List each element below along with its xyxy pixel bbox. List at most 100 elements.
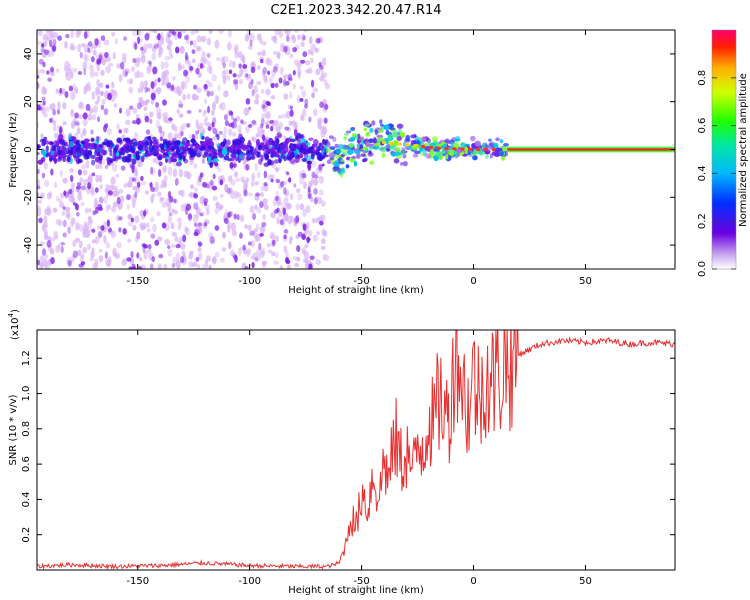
- spectrogram-noise-mark: [243, 189, 248, 197]
- spectrogram-noise-mark: [195, 207, 201, 215]
- spectrogram-noise-mark: [209, 179, 214, 186]
- spectrogram-noise-mark: [167, 166, 173, 176]
- spectrogram-noise-mark: [319, 101, 325, 108]
- spectrogram-noise-mark: [274, 63, 279, 71]
- spectrogram-noise-mark: [37, 199, 43, 204]
- spectrogram-band-mark: [221, 148, 228, 156]
- spectrogram-noise-mark: [284, 190, 289, 197]
- spectrogram-noise-mark: [90, 186, 95, 195]
- spectrogram-noise-mark: [232, 117, 237, 123]
- spectrogram-noise-mark: [286, 30, 291, 36]
- spectrogram-noise-mark: [205, 122, 212, 127]
- spectrogram-noise-mark: [168, 117, 173, 121]
- spectrogram-band-mark: [323, 151, 327, 156]
- spectrogram-noise-mark: [257, 126, 261, 134]
- spectrogram-noise-mark: [177, 89, 182, 97]
- spectrogram-noise-mark: [303, 251, 310, 260]
- spectrogram-noise-mark: [101, 98, 106, 105]
- spectrogram-noise-mark: [78, 101, 84, 110]
- spectrogram-noise-mark: [300, 59, 306, 64]
- spectrogram-noise-mark: [297, 67, 302, 77]
- spectrogram-noise-mark: [53, 182, 58, 189]
- spectrogram-signal-mark: [425, 153, 432, 159]
- spectrogram-band-mark: [176, 161, 182, 167]
- spectrogram-signal-mark: [377, 137, 384, 141]
- spectrogram-noise-mark: [197, 252, 203, 260]
- spectrogram-noise-mark: [313, 197, 318, 205]
- spectrogram-band-mark: [190, 138, 196, 144]
- spectrogram-noise-mark: [223, 217, 229, 224]
- spectrogram-noise-mark: [150, 81, 155, 90]
- spectrogram-noise-mark: [107, 184, 113, 190]
- spectrogram-noise-mark: [171, 243, 176, 249]
- snr-y-tick-label: 0.2: [21, 527, 32, 543]
- spectrogram-band-mark: [84, 149, 91, 156]
- spectrogram-x-label: Height of straight line (km): [288, 285, 424, 296]
- spectrogram-noise-mark: [175, 252, 180, 261]
- spectrogram-noise-mark: [283, 45, 288, 53]
- spectrogram-signal-mark: [365, 132, 370, 137]
- spectrogram-noise-mark: [131, 57, 136, 64]
- spectrogram-signal-mark: [464, 146, 469, 153]
- spectrogram-signal-mark: [344, 132, 349, 136]
- spectrogram-noise-mark: [319, 76, 325, 82]
- spectrogram-noise-mark: [283, 93, 289, 100]
- spectrogram-noise-mark: [154, 186, 159, 193]
- spectrogram-noise-mark: [96, 225, 102, 231]
- spectrogram-noise-mark: [294, 215, 300, 224]
- spectrogram-noise-mark: [296, 245, 301, 252]
- spectrogram-band-mark: [108, 142, 115, 148]
- snr-x-tick-label: -150: [126, 576, 149, 587]
- spectrogram-noise-mark: [178, 168, 184, 178]
- spectrogram-noise-mark: [145, 129, 151, 135]
- snr-y-tick-label: 0.6: [21, 456, 32, 472]
- spectrogram-noise-mark: [92, 262, 98, 269]
- spectrogram-noise-mark: [204, 116, 209, 121]
- spectrogram-noise-mark: [260, 118, 265, 126]
- spectrogram-noise-mark: [304, 243, 309, 248]
- spectrogram-noise-mark: [194, 228, 198, 235]
- spectrogram-noise-mark: [80, 185, 86, 191]
- spectrogram-signal-mark: [429, 149, 435, 156]
- spectrogram-noise-mark: [279, 66, 284, 76]
- spectrogram-noise-mark: [91, 239, 97, 244]
- spectrogram-noise-mark: [254, 162, 259, 172]
- spectrogram-noise-mark: [57, 101, 61, 110]
- spectrogram-signal-mark: [374, 129, 379, 136]
- spectrogram-noise-mark: [41, 223, 47, 232]
- spectrogram-noise-mark: [115, 173, 120, 179]
- spectrogram-noise-mark: [156, 191, 162, 197]
- spectrogram-noise-mark: [131, 263, 136, 269]
- spectrogram-noise-mark: [255, 223, 260, 230]
- spectrogram-signal-mark: [387, 134, 394, 139]
- spectrogram-noise-mark: [304, 103, 308, 109]
- spectrogram-band-mark: [244, 144, 250, 150]
- spectrogram-noise-mark: [161, 222, 167, 229]
- spectrogram-noise-mark: [237, 124, 242, 132]
- spectrogram-noise-mark: [116, 196, 121, 205]
- spectrogram-noise-mark: [52, 38, 57, 46]
- spectrogram-band-mark: [144, 136, 150, 142]
- spectrogram-noise-mark: [180, 203, 186, 212]
- spectrogram-noise-mark: [69, 45, 75, 51]
- spectrogram-noise-mark: [178, 103, 184, 108]
- spectrogram-noise-mark: [131, 30, 138, 37]
- spectrogram-noise-mark: [300, 33, 306, 42]
- spectrogram-noise-mark: [293, 217, 298, 227]
- spectrogram-noise-mark: [41, 96, 46, 101]
- spectrogram-noise-mark: [318, 163, 323, 171]
- spectrogram-noise-mark: [226, 41, 232, 51]
- spectrogram-noise-mark: [60, 241, 66, 246]
- spectrogram-noise-mark: [70, 217, 76, 226]
- spectrogram-noise-mark: [159, 196, 165, 204]
- spectrogram-noise-mark: [62, 219, 67, 228]
- spectrogram-signal-mark: [471, 143, 476, 150]
- spectrogram-noise-mark: [149, 182, 153, 188]
- spectrogram-noise-mark: [155, 119, 160, 129]
- spectrogram-signal-mark: [481, 142, 486, 149]
- spectrogram-noise-mark: [239, 232, 243, 239]
- spectrogram-noise-mark: [82, 178, 89, 186]
- spectrogram-noise-mark: [41, 172, 46, 179]
- spectrogram-noise-mark: [41, 107, 46, 115]
- spectrogram-noise-mark: [314, 47, 318, 53]
